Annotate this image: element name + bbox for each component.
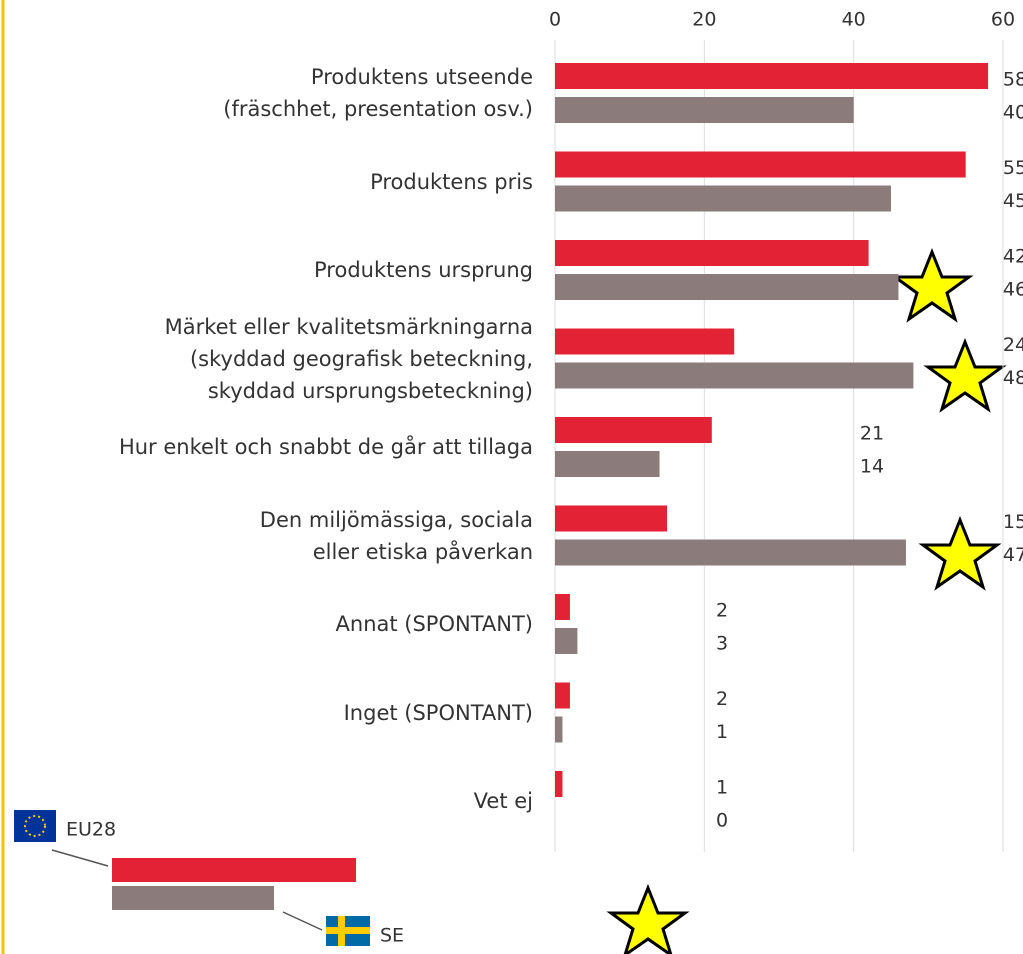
category-label: Annat (SPONTANT) [335,612,533,636]
bar [555,97,854,123]
bar [555,594,570,620]
value-label: 15 [1003,511,1023,533]
bar [555,240,869,266]
bar [555,716,563,743]
x-tick-label: 40 [842,9,866,31]
value-label: 48 [1003,367,1023,389]
bar [555,274,899,300]
bar [555,328,735,355]
value-label: 42 [1003,246,1023,268]
category-label: Produktens utseende (fräschhet, presenta… [223,65,533,121]
bar [555,505,667,532]
se-flag [326,916,370,946]
bar [555,539,906,566]
value-label: 47 [1003,544,1023,566]
value-label: 40 [1003,102,1023,124]
bar [555,63,989,89]
bar [555,185,891,212]
value-label: 58 [1003,69,1023,91]
value-label: 2 [716,688,728,710]
category-label: Den miljömässiga, sociala eller etiska p… [259,507,533,564]
legend-label: SE [380,925,404,947]
x-tick-label: 0 [549,9,561,31]
category-label: Produktens pris [370,169,533,194]
category-label: Inget (SPONTANT) [343,700,533,725]
eu-flag [14,810,56,842]
legend-swatch [112,886,274,910]
stars [606,247,1007,954]
legend-leader [282,911,323,931]
value-label: 14 [860,456,884,478]
category-label: Hur enkelt och snabbt de går att tillaga [118,435,533,459]
legend-label: EU28 [66,819,116,841]
legend-leader [51,849,109,867]
category-label: Vet ej [473,789,533,813]
category-label: Märket eller kvalitetsmärkningarna (skyd… [164,314,533,403]
bar [555,628,578,654]
bar [555,151,966,178]
value-label: 24 [1003,334,1023,356]
value-label: 1 [716,777,728,799]
value-label: 21 [860,423,884,445]
value-label: 45 [1003,190,1023,212]
value-label: 46 [1003,279,1023,301]
bar [555,771,563,797]
category-label: Produktens ursprung [314,258,533,282]
x-tick-label: 60 [991,9,1015,31]
x-tick-label: 20 [692,9,716,31]
value-label: 0 [716,810,728,832]
value-label: 2 [716,600,728,622]
legend-swatch [112,858,356,882]
value-label: 55 [1003,157,1023,179]
bar [555,682,570,709]
bar [555,451,660,477]
value-label: 3 [716,633,728,655]
bar [555,362,914,389]
value-label: 1 [716,721,728,743]
bar [555,417,712,443]
